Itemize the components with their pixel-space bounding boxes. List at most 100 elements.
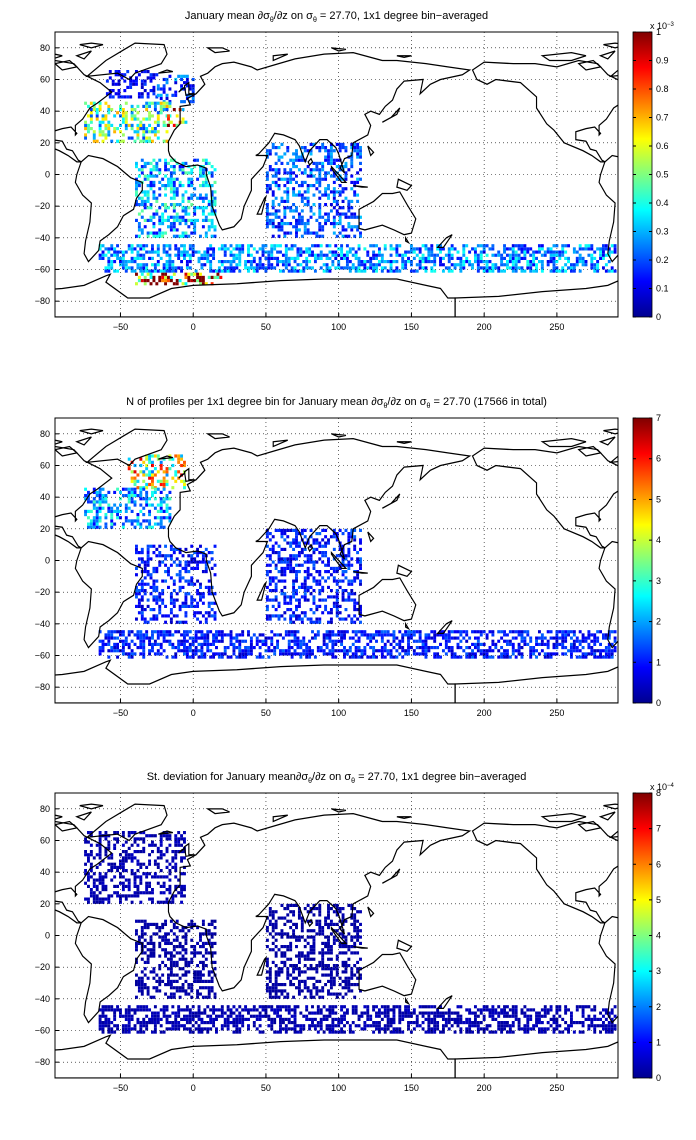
data-bin: [137, 589, 141, 593]
data-bin: [289, 948, 293, 952]
data-bin: [279, 244, 282, 248]
data-bin: [207, 225, 211, 229]
data-bin: [328, 630, 332, 634]
data-bin: [158, 604, 162, 608]
data-bin: [271, 926, 275, 930]
data-bin: [174, 266, 178, 270]
data-bin: [196, 973, 200, 977]
data-bin: [325, 633, 329, 637]
data-bin: [549, 253, 553, 257]
data-bin: [290, 266, 294, 270]
data-bin: [561, 646, 565, 650]
data-bin: [183, 463, 186, 468]
data-bin: [581, 655, 585, 659]
data-bin: [136, 859, 140, 863]
data-bin: [142, 850, 146, 854]
data-bin: [206, 253, 210, 257]
data-bin: [104, 853, 108, 857]
data-bin: [369, 655, 373, 659]
data-bin: [424, 256, 428, 260]
data-bin: [327, 215, 330, 219]
data-bin: [356, 228, 360, 232]
data-bin: [297, 992, 301, 996]
data-bin: [142, 487, 146, 491]
data-bin: [265, 532, 269, 536]
data-bin: [133, 260, 137, 264]
data-bin: [223, 652, 227, 656]
data-bin: [297, 228, 301, 232]
data-bin: [354, 652, 358, 656]
data-bin: [137, 168, 141, 172]
data-bin: [133, 247, 137, 251]
data-bin: [329, 222, 333, 226]
data-bin: [178, 184, 182, 188]
data-bin: [347, 614, 351, 618]
data-bin: [569, 646, 573, 650]
data-bin: [174, 869, 178, 873]
data-bin: [238, 263, 242, 267]
data-bin: [155, 168, 159, 172]
data-bin: [101, 506, 105, 510]
data-bin: [439, 263, 442, 267]
data-bin: [505, 263, 509, 267]
data-bin: [158, 983, 162, 987]
data-bin: [468, 250, 472, 254]
data-bin: [172, 926, 176, 930]
data-bin: [601, 253, 605, 257]
data-bin: [84, 862, 88, 866]
data-bin: [332, 222, 336, 226]
data-bin: [201, 570, 205, 574]
data-bin: [596, 649, 600, 653]
region-subtropical-north-atlantic: [84, 101, 172, 143]
data-bin: [318, 589, 322, 593]
data-bin: [308, 250, 312, 254]
data-bin: [532, 256, 536, 260]
data-bin: [344, 174, 348, 178]
data-bin: [366, 266, 370, 270]
data-bin: [321, 598, 325, 602]
data-bin: [184, 989, 188, 993]
data-bin: [322, 633, 326, 637]
data-bin: [309, 174, 313, 178]
data-bin: [171, 646, 175, 650]
data-bin: [372, 244, 376, 248]
data-bin: [162, 120, 166, 124]
data-bin: [279, 250, 282, 254]
data-bin: [532, 253, 536, 257]
data-bin: [95, 843, 99, 847]
data-bin: [152, 589, 156, 593]
data-bin: [161, 922, 165, 926]
data-bin: [136, 884, 140, 888]
data-bin: [277, 604, 281, 608]
data-bin: [235, 636, 239, 640]
data-bin: [324, 598, 328, 602]
data-bin: [165, 516, 169, 520]
data-bin: [453, 263, 457, 267]
data-bin: [104, 127, 108, 131]
data-bin: [98, 649, 102, 653]
data-bin: [277, 557, 281, 561]
data-bin: [289, 910, 293, 914]
data-bin: [318, 212, 322, 216]
data-bin: [265, 983, 269, 987]
data-bin: [133, 108, 137, 112]
data-bin: [363, 260, 367, 264]
data-bin: [143, 193, 147, 197]
data-bin: [587, 633, 591, 637]
data-bin: [193, 948, 197, 952]
data-bin: [142, 127, 146, 131]
data-bin: [145, 136, 149, 140]
data-bin: [318, 180, 322, 184]
data-bin: [476, 256, 480, 260]
data-bin: [335, 234, 339, 238]
data-bin: [155, 601, 159, 605]
data-bin: [354, 266, 358, 270]
data-bin: [274, 926, 278, 930]
data-bin: [300, 184, 304, 188]
data-bin: [139, 646, 143, 650]
data-bin: [187, 199, 191, 203]
data-bin: [350, 174, 354, 178]
data-bin: [558, 253, 562, 257]
data-bin: [148, 872, 152, 876]
data-bin: [300, 155, 304, 159]
